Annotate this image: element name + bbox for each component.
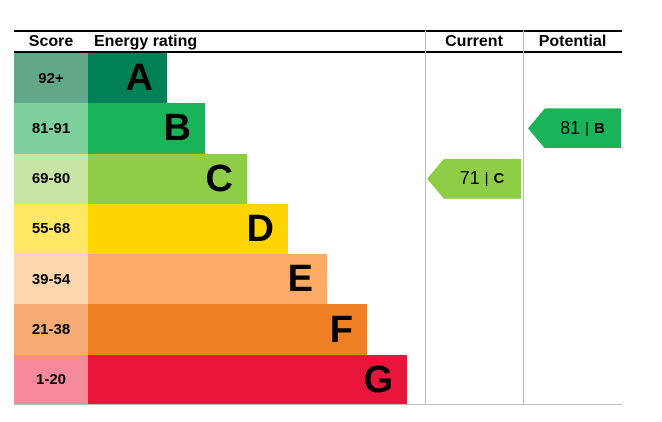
- band-rows: 92+ A 81-91 B 69-80 C 55-68 D 39-54 E 21…: [14, 53, 425, 405]
- potential-value: 81: [560, 117, 581, 138]
- band-bar: E: [88, 254, 327, 305]
- band-letter: F: [329, 308, 353, 351]
- band-bar: C: [88, 153, 247, 204]
- band-letter: C: [205, 157, 233, 200]
- header-potential: Potential: [538, 33, 607, 50]
- potential-separator: |: [585, 119, 590, 137]
- band-score: 21-38: [14, 304, 88, 355]
- potential-letter: B: [594, 119, 605, 137]
- header-score: Score: [28, 33, 74, 50]
- chart-bottom-border: [14, 404, 622, 405]
- band-score: 39-54: [14, 254, 88, 305]
- band-score: 81-91: [14, 103, 88, 154]
- band-row: 55-68 D: [14, 203, 425, 255]
- potential-arrow: 81 | B: [528, 108, 621, 149]
- chart-header: Score Energy rating Current Potential: [14, 30, 622, 53]
- band-bar: G: [88, 354, 407, 405]
- current-column-divider: [425, 30, 426, 405]
- band-row: 1-20 G: [14, 354, 425, 405]
- band-letter: A: [125, 57, 153, 100]
- band-row: 21-38 F: [14, 304, 425, 355]
- band-row: 92+ A: [14, 53, 425, 104]
- band-bar: A: [88, 53, 167, 104]
- band-row: 81-91 B: [14, 103, 425, 154]
- band-letter: D: [246, 207, 274, 250]
- current-arrow: 71 | C: [427, 158, 521, 199]
- band-score: 55-68: [14, 203, 88, 255]
- band-letter: B: [163, 107, 191, 150]
- band-bar: B: [88, 103, 205, 154]
- band-score: 92+: [14, 53, 88, 104]
- band-bar: F: [88, 304, 367, 355]
- current-separator: |: [484, 170, 489, 188]
- band-letter: E: [287, 258, 313, 301]
- header-current: Current: [445, 33, 503, 50]
- current-letter: C: [493, 170, 505, 188]
- band-score: 69-80: [14, 153, 88, 204]
- band-score: 1-20: [14, 354, 88, 405]
- band-bar: D: [88, 203, 288, 255]
- header-energy-rating: Energy rating: [94, 33, 198, 50]
- potential-column-divider: [523, 30, 524, 405]
- band-letter: G: [363, 358, 393, 401]
- current-value: 71: [459, 168, 480, 189]
- band-row: 69-80 C: [14, 153, 425, 204]
- band-row: 39-54 E: [14, 254, 425, 305]
- chart-area: Score Energy rating Current Potential 92…: [14, 30, 622, 405]
